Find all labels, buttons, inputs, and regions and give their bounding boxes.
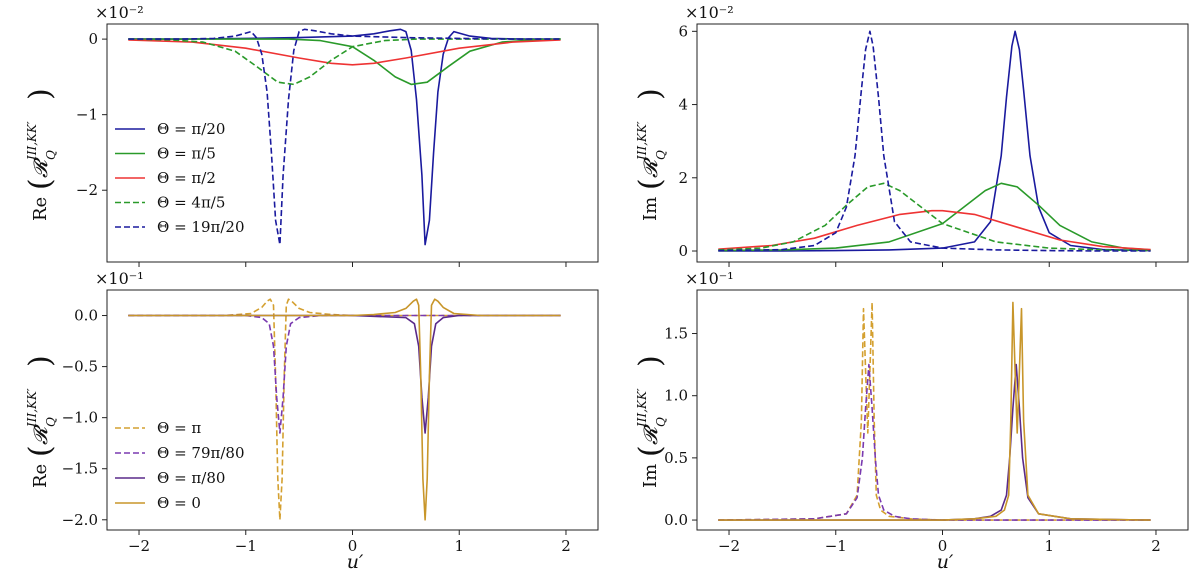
series-line-3	[718, 182, 1151, 252]
x-tick-label: 0	[348, 537, 358, 555]
axis-scale-label: ×10⁻¹	[685, 269, 734, 288]
series-line-2	[128, 39, 561, 66]
ylabel-paren-open: (	[23, 178, 58, 190]
series-line-0	[718, 301, 1151, 521]
xlabel-left: u′	[347, 551, 364, 573]
x-tick-label: −1	[235, 537, 257, 555]
legend-label: Θ = π	[157, 419, 201, 437]
series-group	[718, 30, 1151, 252]
y-tick-label: −1.0	[62, 409, 98, 427]
ylabel-symbol: 𝓡	[30, 424, 52, 445]
plot-frame	[696, 289, 1189, 531]
x-tick-label: 0	[938, 537, 948, 555]
series-line-3	[718, 301, 1151, 521]
y-tick-label: −2	[76, 181, 98, 199]
y-tick-label: −1	[76, 106, 98, 124]
series-line-1	[718, 363, 1151, 521]
ylabel-paren-open: (	[633, 445, 668, 457]
series-line-1	[128, 38, 561, 86]
series-line-2	[718, 209, 1151, 251]
series-line-1	[128, 314, 561, 434]
x-tick-label: 1	[454, 537, 464, 555]
ylabel-subscript: Q	[654, 417, 668, 427]
x-tick-label: 2	[561, 537, 571, 555]
y-tick-label: 6	[678, 22, 688, 40]
legend-label: Θ = π/2	[157, 169, 216, 187]
ylabel-paren-close: )	[633, 88, 668, 100]
legend-label: Θ = 19π/20	[157, 218, 245, 236]
xlabel-right: u′	[937, 551, 954, 573]
ylabel-prefix: Re	[30, 464, 51, 488]
series-group	[718, 301, 1151, 521]
ylabel-paren-close: )	[633, 355, 668, 367]
x-tick-label: −2	[718, 537, 740, 555]
legend-label: Θ = 4π/5	[157, 194, 225, 212]
ylabel-superscript: III,KK′	[25, 388, 39, 428]
axis-scale-label: ×10⁻¹	[95, 269, 144, 288]
ylabel-subscript: Q	[654, 150, 668, 160]
x-tick-label: 1	[1044, 537, 1054, 555]
ylabel-symbol: 𝓡	[640, 424, 662, 445]
series-group	[128, 28, 561, 246]
series-line-0	[128, 298, 561, 521]
y-tick-label: 0	[88, 30, 98, 48]
legend-label: Θ = 0	[157, 494, 201, 512]
legend: Θ = π Θ = 79π/80 Θ = π/80 Θ = 0	[115, 419, 245, 512]
series-line-0	[128, 28, 561, 246]
y-tick-label: 0.0	[74, 307, 98, 325]
y-tick-label: 2	[678, 169, 688, 187]
ylabel-paren-close: )	[23, 88, 58, 100]
axis-scale-label: ×10⁻²	[685, 3, 734, 22]
series-line-3	[128, 298, 561, 521]
y-tick-label: −1.5	[62, 460, 98, 478]
x-tick-label: −1	[825, 537, 847, 555]
series-line-3	[128, 38, 561, 86]
series-line-4	[718, 30, 1151, 252]
ylabel-symbol: 𝓡	[30, 157, 52, 178]
panel-re-bottom: −2 −1 0 1 2 0.0 −0.5 −1.0 −1.5 −2.0 ×10⁻¹ Re (𝓡III,K…	[23, 269, 599, 555]
ylabel-paren-open: (	[23, 445, 58, 457]
ylabel-subscript: Q	[44, 150, 58, 160]
legend-label: Θ = 79π/80	[157, 444, 245, 462]
legend-label: Θ = π/80	[157, 469, 225, 487]
y-tick-label: 0	[678, 242, 688, 260]
x-tick-label: −2	[128, 537, 150, 555]
legend: Θ = π/20 Θ = π/5 Θ = π/2 Θ = 4π/5 Θ = 19π/20	[115, 120, 245, 236]
ylabel-paren-open: (	[633, 178, 668, 190]
series-line-2	[718, 363, 1151, 521]
ylabel-prefix: Re	[30, 197, 51, 221]
axis-scale-label: ×10⁻²	[95, 3, 144, 22]
series-line-2	[128, 314, 561, 434]
ylabel-superscript: III,KK′	[25, 121, 39, 161]
ylabel-prefix: Im	[640, 197, 661, 221]
ylabel-subscript: Q	[44, 417, 58, 427]
ylabel-prefix: Im	[640, 464, 661, 488]
legend-label: Θ = π/5	[157, 145, 216, 163]
y-tick-label: 0.0	[664, 511, 688, 529]
y-tick-label: 4	[678, 96, 688, 114]
series-line-0	[718, 30, 1151, 252]
ylabel-symbol: 𝓡	[640, 157, 662, 178]
ylabel-superscript: III,KK′	[635, 121, 649, 161]
series-group	[128, 298, 561, 521]
y-tick-label: 1.5	[664, 325, 688, 343]
plot-frame	[696, 23, 1189, 263]
legend-label: Θ = π/20	[157, 120, 225, 138]
y-tick-label: −0.5	[62, 358, 98, 376]
ylabel-paren-close: )	[23, 355, 58, 367]
y-tick-label: 0.5	[664, 449, 688, 467]
series-line-1	[718, 182, 1151, 252]
y-tick-label: 1.0	[664, 387, 688, 405]
x-tick-label: 2	[1151, 537, 1161, 555]
ylabel-superscript: III,KK′	[635, 388, 649, 428]
y-tick-label: −2.0	[62, 511, 98, 529]
